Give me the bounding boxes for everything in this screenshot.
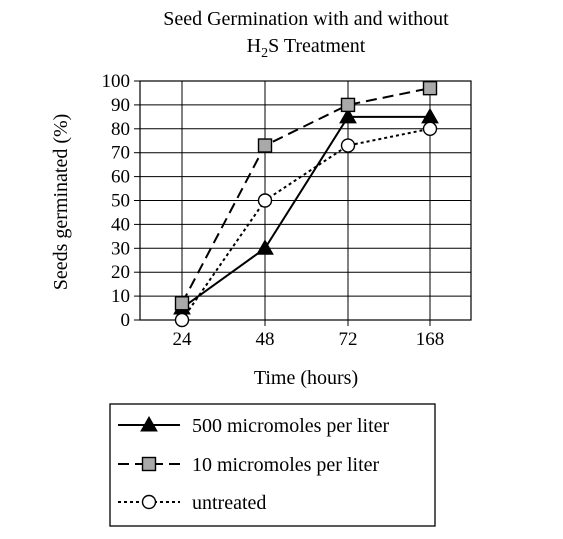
series-line-2 xyxy=(181,87,431,304)
point-s3-48 xyxy=(257,193,273,208)
title-h: H xyxy=(247,35,261,57)
series-line-1 xyxy=(181,115,430,309)
series-layer xyxy=(173,80,439,328)
point-s1-72 xyxy=(339,107,357,124)
y-tick-label-70: 70 xyxy=(111,143,130,164)
x-tick-label-24: 24 xyxy=(173,329,193,350)
y-tick-label-50: 50 xyxy=(111,191,130,212)
legend: 500 micromoles per liter 10 micromoles pe… xyxy=(118,415,390,514)
x-tick-label-48: 48 xyxy=(256,329,275,350)
chart-title-line-2: H2S Treatment xyxy=(247,35,366,61)
series-line-3 xyxy=(181,127,431,321)
x-tick-label-168: 168 xyxy=(416,329,445,350)
title-rest: S Treatment xyxy=(268,35,366,57)
series-3 xyxy=(181,127,431,321)
point-s2-72 xyxy=(340,97,356,113)
y-tick-label-0: 0 xyxy=(121,310,131,331)
x-tick-labels: 24 48 72 168 xyxy=(173,329,445,350)
series-1 xyxy=(181,115,430,309)
point-s3-72 xyxy=(340,138,356,153)
axes xyxy=(134,80,472,326)
x-tick-label-72: 72 xyxy=(339,329,358,350)
y-tick-label-60: 60 xyxy=(111,167,130,188)
y-tick-label-100: 100 xyxy=(102,71,131,92)
point-s1-48 xyxy=(256,239,274,255)
legend-marker-1 xyxy=(140,415,158,432)
legend-label-1: 500 micromoles per liter xyxy=(192,415,390,437)
point-s2-168 xyxy=(422,80,438,96)
legend-marker-2 xyxy=(141,456,157,472)
title-subscript: 2 xyxy=(261,46,268,61)
series-markers-3 xyxy=(174,121,438,328)
x-axis-label: Time (hours) xyxy=(254,367,358,389)
y-axis-label: Seeds germinated (%) xyxy=(50,114,72,291)
point-s3-24 xyxy=(174,312,190,328)
legend-label-2: 10 micromoles per liter xyxy=(192,454,380,476)
series-2 xyxy=(181,87,431,304)
y-tick-label-10: 10 xyxy=(111,286,130,307)
point-s2-24 xyxy=(174,296,190,311)
point-s2-48 xyxy=(257,138,273,153)
y-tick-label-80: 80 xyxy=(111,119,130,140)
chart-title-line-1: Seed Germination with and without xyxy=(163,8,449,30)
legend-marker-3 xyxy=(141,494,157,510)
series-markers-1 xyxy=(173,107,439,315)
y-tick-label-40: 40 xyxy=(111,214,130,235)
y-tick-label-90: 90 xyxy=(111,95,130,116)
point-s3-168 xyxy=(422,121,438,137)
series-markers-2 xyxy=(174,80,438,311)
y-tick-label-20: 20 xyxy=(111,262,130,283)
y-tick-label-30: 30 xyxy=(111,238,130,259)
legend-label-3: untreated xyxy=(192,492,266,514)
